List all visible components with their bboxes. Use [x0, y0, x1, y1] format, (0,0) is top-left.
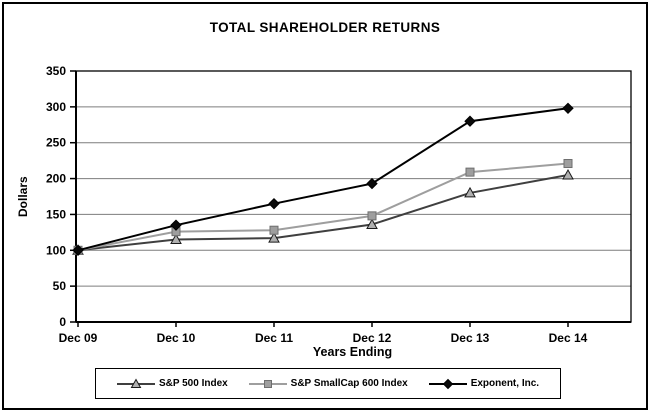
data-point-marker	[268, 197, 280, 210]
series-line	[77, 107, 569, 252]
data-point-marker	[563, 159, 573, 169]
series-line	[77, 162, 569, 252]
data-point-marker	[268, 232, 280, 243]
legend-item: Exponent, Inc.	[428, 378, 540, 390]
data-point-marker	[464, 115, 476, 127]
data-point-marker	[170, 219, 182, 231]
y-tick-label: 300	[46, 100, 66, 114]
chart-frame: 0 50 100 150 200 250 300 350 Dec 09 Dec 10 Dec 11 D…	[2, 2, 648, 410]
chart-title: TOTAL SHAREHOLDER RETURNS	[209, 20, 441, 35]
data-point-marker	[465, 167, 475, 177]
legend-label: S&P SmallCap 600 Index	[290, 378, 408, 389]
data-point-marker	[263, 379, 272, 388]
legend-label: S&P 500 Index	[158, 378, 228, 389]
x-tick-label: Dec 11	[255, 331, 293, 345]
data-point-marker	[366, 177, 378, 190]
legend-marker-icon	[428, 378, 467, 389]
y-tick-label: 100	[46, 243, 66, 257]
data-point-marker	[269, 225, 279, 235]
y-axis-title: Dollars	[16, 176, 30, 218]
data-point-marker	[562, 168, 574, 180]
x-tick-label: Dec 14	[549, 331, 588, 345]
y-tick-label: 150	[46, 207, 66, 221]
series-line	[77, 174, 569, 252]
y-tick-label: 50	[53, 279, 67, 293]
x-axis-title: Years Ending	[312, 345, 393, 359]
data-point-marker	[562, 102, 574, 114]
y-tick-label: 250	[46, 136, 66, 150]
plot-area: 0 50 100 150 200 250 300 350 Dec 09 Dec 10 Dec 11 D…	[46, 64, 632, 345]
data-point-marker	[170, 233, 182, 245]
data-point-marker	[72, 244, 84, 256]
x-tick-label: Dec 12	[353, 331, 392, 345]
legend-marker-icon	[248, 379, 287, 388]
y-tick-label: 200	[46, 172, 66, 186]
x-tick-label: Dec 10	[157, 331, 196, 345]
plot-border	[75, 70, 632, 323]
y-tick-label: 0	[59, 315, 66, 329]
legend: S&P 500 Index S&P SmallCap 600 Index Expon…	[95, 368, 561, 399]
legend-marker-icon	[116, 377, 155, 388]
data-point-marker	[367, 211, 377, 221]
data-point-marker	[130, 377, 142, 388]
legend-label: Exponent, Inc.	[470, 378, 540, 389]
y-tick-label: 350	[46, 64, 66, 78]
data-point-marker	[366, 218, 378, 229]
x-tick-label: Dec 13	[451, 331, 490, 345]
x-tick-label: Dec 09	[59, 331, 98, 345]
data-point-marker	[442, 378, 453, 389]
data-point-marker	[464, 186, 476, 198]
legend-item: S&P SmallCap 600 Index	[248, 378, 408, 390]
legend-item: S&P 500 Index	[116, 377, 228, 390]
